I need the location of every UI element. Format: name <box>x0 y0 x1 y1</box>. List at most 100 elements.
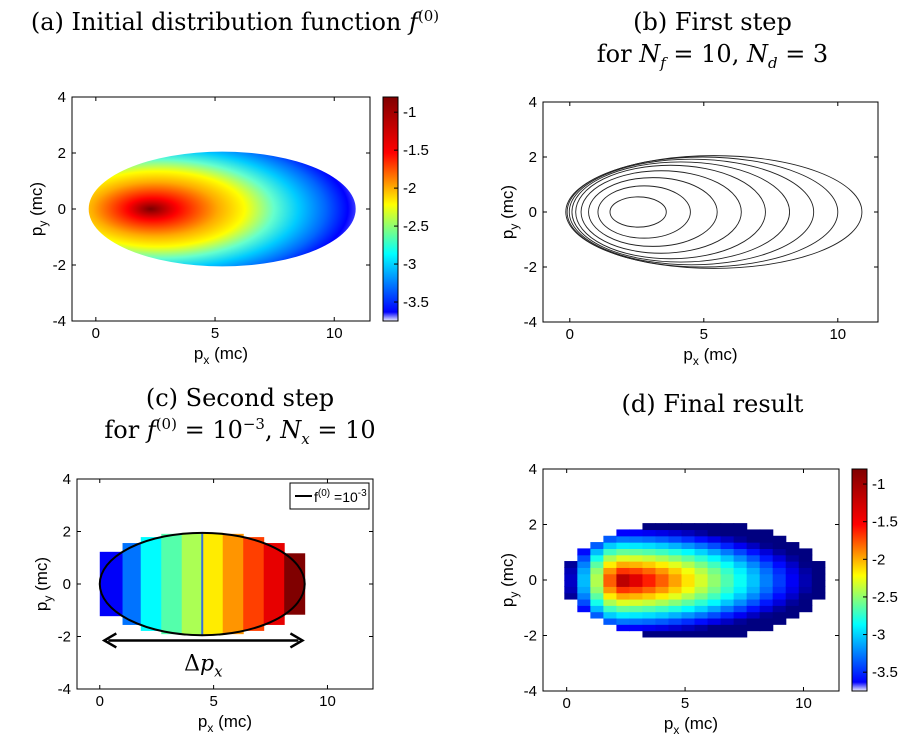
heatmap-cell <box>720 580 735 587</box>
heatmap-cell <box>785 611 800 619</box>
heatmap-cell <box>681 598 696 606</box>
heatmap-cell <box>746 605 761 613</box>
colorbar-tick-label: -2 <box>403 180 416 197</box>
heatmap-cell <box>577 598 591 606</box>
title-c-eq: = 10 <box>176 416 243 444</box>
heatmap-cell <box>772 542 787 549</box>
heatmap-cell <box>616 529 631 537</box>
heatmap-cell <box>694 567 709 575</box>
heatmap-cell <box>668 561 683 568</box>
heatmap-cell <box>785 561 800 568</box>
heatmap-cell <box>668 617 683 625</box>
heatmap-cell <box>720 573 735 581</box>
heatmap-cell <box>577 554 591 562</box>
pixel-heatmap <box>564 523 826 638</box>
heatmap-cell <box>720 617 735 625</box>
heatmap-cell <box>759 605 774 613</box>
y-tick-label: 2 <box>529 149 537 166</box>
heatmap-cell <box>590 554 604 562</box>
heatmap-cell <box>733 561 748 568</box>
heatmap-cell <box>720 542 735 549</box>
distribution-heatmap <box>88 151 356 267</box>
delta-arrow-left-head <box>101 632 117 649</box>
contour-line-2 <box>597 185 691 239</box>
heatmap-cell <box>746 529 761 537</box>
heatmap-cell <box>798 561 813 568</box>
heatmap-cell <box>759 529 774 537</box>
heatmap-cell <box>616 554 631 562</box>
heatmap-cell <box>733 529 748 537</box>
heatmap-cell <box>694 561 709 568</box>
heatmap-cell <box>772 567 787 575</box>
heatmap-cell <box>603 567 618 575</box>
strip-9 <box>263 543 285 625</box>
heatmap-cell <box>564 567 578 575</box>
ellipse-contour <box>98 531 306 637</box>
heatmap-cell <box>772 611 787 619</box>
heatmap-cell <box>603 598 618 606</box>
heatmap-cell <box>642 554 657 562</box>
heatmap-cell <box>733 592 748 600</box>
heatmap-cell <box>811 567 826 575</box>
y-tick-label: 4 <box>58 89 66 106</box>
heatmap-cell <box>694 624 709 632</box>
heatmap-cell <box>681 592 696 600</box>
heatmap-cell <box>590 580 604 587</box>
heatmap-cell <box>681 605 696 613</box>
heatmap-cell <box>564 580 578 587</box>
heatmap-cell <box>616 573 631 581</box>
heatmap-cell <box>759 580 774 587</box>
heatmap-cell <box>603 592 618 600</box>
heatmap-cell <box>720 598 735 606</box>
heatmap-cell <box>694 586 709 594</box>
heatmap-cell <box>629 561 644 568</box>
y-tick-label: 0 <box>58 201 66 218</box>
x-tick-label: 5 <box>681 695 689 712</box>
contour-line-8 <box>566 156 839 268</box>
heatmap-cell <box>785 598 800 606</box>
heatmap-cell <box>707 567 722 575</box>
heatmap-cell <box>720 592 735 600</box>
heatmap-cell <box>707 529 722 537</box>
heatmap-cell <box>733 611 748 619</box>
heatmap-cell <box>785 567 800 575</box>
heatmap-cell <box>798 580 813 587</box>
x-tick-label: 10 <box>319 693 336 710</box>
panel-c-title: (c) Second step for f(0) = 10−3, Nx = 10 <box>40 382 440 446</box>
heatmap-cell <box>759 592 774 600</box>
contour-line-4 <box>580 170 742 254</box>
heatmap-cell <box>772 592 787 600</box>
y-tick-label: 2 <box>63 524 71 541</box>
heatmap-cell <box>733 598 748 606</box>
colorbar-gradient <box>851 468 868 692</box>
strip-7 <box>222 533 244 635</box>
heatmap-cell <box>707 554 722 562</box>
y-axis-label: py (mc) <box>27 182 50 236</box>
title-a-prefix: (a) Initial distribution function <box>30 8 409 36</box>
heatmap-cell <box>746 542 761 549</box>
contour-line-6 <box>571 161 791 263</box>
heatmap-cell <box>694 617 709 625</box>
heatmap-cell <box>603 580 618 587</box>
heatmap-cell <box>759 535 774 543</box>
strip-2 <box>122 543 142 625</box>
heatmap-cell <box>642 592 657 600</box>
heatmap-cell <box>616 535 631 543</box>
heatmap-cell <box>707 535 722 543</box>
strip-8 <box>243 537 265 631</box>
heatmap-cell <box>733 624 748 632</box>
heatmap-cell <box>642 617 657 625</box>
heatmap-cell <box>655 592 670 600</box>
heatmap-cell <box>603 542 618 549</box>
heatmap-cell <box>759 624 774 632</box>
heatmap-cell <box>590 573 604 581</box>
y-axis-label: py (mc) <box>498 185 521 239</box>
heatmap-cell <box>655 630 670 638</box>
heatmap-cell <box>681 567 696 575</box>
heatmap-cell <box>681 630 696 638</box>
panel-d-title: (d) Final result <box>520 388 905 420</box>
heatmap-cell <box>655 611 670 619</box>
x-tick-label: 0 <box>92 325 100 342</box>
heatmap-cell <box>798 586 813 594</box>
heatmap-cell <box>720 630 735 638</box>
